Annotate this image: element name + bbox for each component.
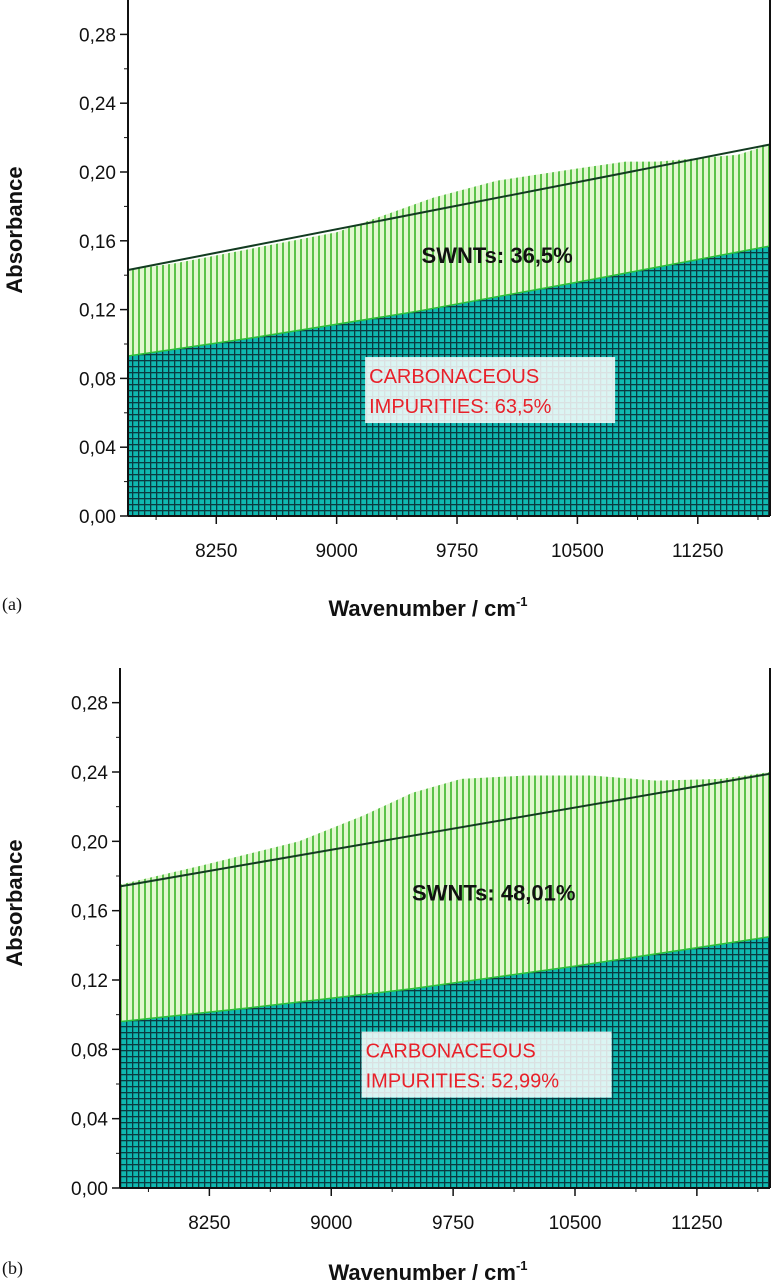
y-axis-title: Absorbance bbox=[2, 839, 27, 966]
x-axis-title: Wavenumber / cm-1 bbox=[328, 1258, 527, 1280]
y-tick-label: 0,28 bbox=[79, 25, 116, 46]
panel-label: (a) bbox=[2, 594, 22, 615]
y-tick-label: 0,12 bbox=[79, 301, 116, 322]
y-tick-label: 0,28 bbox=[71, 694, 108, 715]
x-tick-label: 10500 bbox=[549, 1213, 602, 1234]
swnt-annotation: SWNTs: 48,01% bbox=[412, 880, 575, 905]
x-axis-title-superscript: -1 bbox=[516, 594, 528, 609]
x-axis-title-text: Wavenumber / cm bbox=[328, 1260, 515, 1280]
y-tick-label: 0,08 bbox=[79, 369, 116, 390]
impurities-annotation-bg bbox=[365, 357, 616, 424]
y-tick-label: 0,24 bbox=[71, 763, 108, 784]
y-tick-label: 0,04 bbox=[71, 1110, 108, 1131]
panel-label: (b) bbox=[2, 1258, 23, 1279]
impurities-line bbox=[127, 245, 771, 357]
x-axis-title-superscript: -1 bbox=[516, 1258, 528, 1273]
baseline-line bbox=[127, 143, 771, 272]
x-tick-label: 11250 bbox=[672, 541, 723, 562]
impurities-annotation-line: IMPURITIES: 52,99% bbox=[366, 1071, 560, 1093]
impurities-annotation-bg bbox=[361, 1031, 612, 1098]
x-tick-label: 9750 bbox=[432, 1213, 474, 1234]
x-tick-label: 11250 bbox=[671, 1213, 722, 1234]
x-tick-label: 9000 bbox=[316, 541, 358, 562]
y-tick-label: 0,12 bbox=[71, 971, 108, 992]
y-tick-label: 0,00 bbox=[79, 507, 116, 528]
y-tick-label: 0,20 bbox=[79, 163, 116, 184]
baseline-line bbox=[119, 772, 771, 888]
y-tick-label: 0,24 bbox=[79, 94, 116, 115]
y-tick-label: 0,04 bbox=[79, 438, 116, 459]
y-tick-label: 0,20 bbox=[71, 832, 108, 853]
x-tick-label: 9750 bbox=[436, 541, 478, 562]
impurities-annotation-line: CARBONACEOUS bbox=[369, 366, 539, 388]
x-tick-label: 9000 bbox=[310, 1213, 352, 1234]
impurities-annotation-line: IMPURITIES: 63,5% bbox=[369, 396, 551, 418]
chart-panel-a: SWNTs: 36,5% CARBONACEOUS IMPURITIES: 63,5… bbox=[2, 0, 771, 621]
x-tick-label: 10500 bbox=[551, 541, 604, 562]
y-axis-title: Absorbance bbox=[2, 166, 27, 293]
y-tick-label: 0,08 bbox=[71, 1040, 108, 1061]
x-tick-label: 8250 bbox=[195, 541, 237, 562]
y-tick-label: 0,00 bbox=[71, 1179, 108, 1200]
x-axis-title-text: Wavenumber / cm bbox=[328, 596, 515, 621]
impurities-annotation-line: CARBONACEOUS bbox=[366, 1041, 536, 1063]
x-axis-title: Wavenumber / cm-1 bbox=[328, 594, 527, 621]
y-tick-label: 0,16 bbox=[71, 902, 108, 923]
swnt-annotation: SWNTs: 36,5% bbox=[422, 243, 573, 268]
impurities-line bbox=[119, 935, 771, 1023]
x-tick-label: 8250 bbox=[188, 1213, 230, 1234]
chart-panel-b: SWNTs: 48,01% CARBONACEOUS IMPURITIES: 52,… bbox=[2, 668, 771, 1280]
y-tick-label: 0,16 bbox=[79, 232, 116, 253]
